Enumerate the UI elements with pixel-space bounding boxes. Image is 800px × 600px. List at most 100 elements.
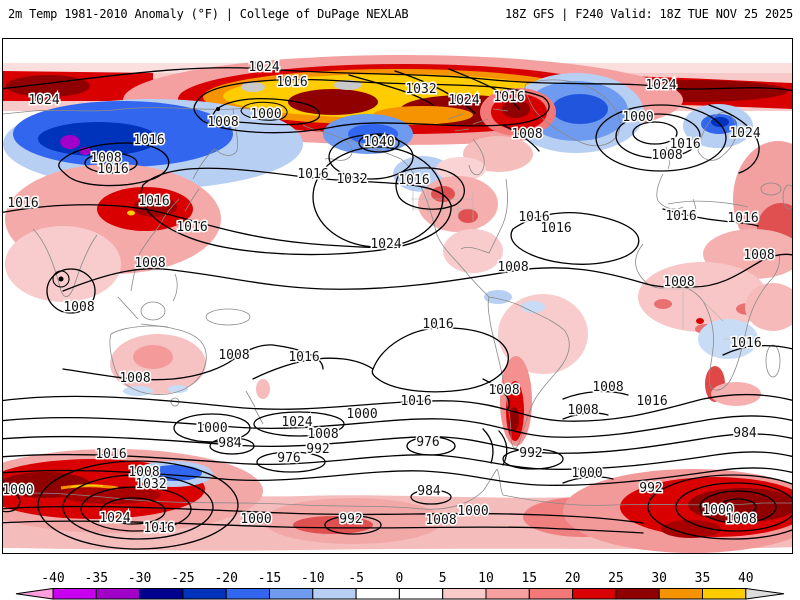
- anomaly-shading-layer: [3, 55, 792, 553]
- coastline-layer: [3, 79, 792, 510]
- contour-label: 1016: [138, 194, 169, 209]
- contour-label: 1016: [398, 173, 429, 188]
- colorbar-tick-label: 10: [478, 571, 494, 586]
- contour-label: 1008: [663, 275, 694, 290]
- colorbar-tick-label: -35: [85, 571, 108, 586]
- contour-label: 992: [519, 446, 542, 461]
- contour-label: 1000: [346, 407, 377, 422]
- colorbar-segment: [615, 588, 660, 600]
- contour-label: 1032: [135, 477, 166, 492]
- pressure-contour-layer: [3, 67, 792, 550]
- contour-label: 1024: [99, 511, 130, 526]
- contour-label: 992: [306, 442, 329, 457]
- contour-label: 1000: [457, 504, 488, 519]
- contour-label: 1024: [645, 78, 676, 93]
- colorbar-segment: [658, 588, 704, 600]
- contour-label: 1016: [288, 350, 319, 365]
- contour-label: 1008: [207, 115, 238, 130]
- contour-label: 1024: [729, 126, 760, 141]
- contour-label: 1016: [7, 196, 38, 211]
- colorbar-tick-label: -15: [258, 571, 281, 586]
- contour-label: 984: [733, 426, 757, 441]
- contour-label: 1008: [488, 383, 519, 398]
- contour-label: 1008: [307, 427, 338, 442]
- contour-label: 1016: [636, 394, 667, 409]
- colorbar-tick-label: -30: [128, 571, 151, 586]
- colorbar-segment: [398, 588, 444, 600]
- map-title: 2m Temp 1981-2010 Anomaly (°F) | College…: [8, 7, 409, 21]
- colorbar-right-arrow: [745, 587, 785, 600]
- contour-label: 1024: [28, 93, 59, 108]
- contour-label: 1008: [725, 512, 756, 527]
- contour-label: 1016: [422, 317, 453, 332]
- colorbar-segment: [182, 588, 227, 600]
- colorbar-tick-label: 30: [651, 571, 667, 586]
- contour-label: 984: [417, 484, 441, 499]
- contour-label: 1016: [493, 90, 524, 105]
- contour-label: 1008: [567, 403, 598, 418]
- colorbar-segment: [572, 588, 617, 600]
- contour-label: 1016: [97, 162, 128, 177]
- colorbar-segment: [312, 588, 357, 600]
- colorbar-tick-label: 5: [439, 571, 447, 586]
- colorbar-segment: [52, 588, 97, 600]
- colorbar-segment: [269, 588, 314, 600]
- header-bar: 2m Temp 1981-2010 Anomaly (°F) | College…: [0, 7, 800, 49]
- contour-label: 992: [339, 512, 362, 527]
- contour-label: 992: [639, 481, 662, 496]
- colorbar-tick-label: -20: [214, 571, 237, 586]
- contour-label: 1024: [248, 60, 279, 75]
- colorbar-tick-label: -10: [301, 571, 324, 586]
- anomaly-colorbar: -40 -35 -30 -25 -20 -15 -10 -5 0 5 10 15 20 25 30 35 40: [15, 571, 785, 600]
- contour-label: 1024: [281, 415, 312, 430]
- contour-label: 1008: [218, 348, 249, 363]
- contour-label: 1016: [540, 221, 571, 236]
- contour-label: 976: [277, 451, 300, 466]
- contour-label: 1016: [727, 211, 758, 226]
- contour-label: 1000: [250, 107, 281, 122]
- colorbar-tick-label: 35: [695, 571, 711, 586]
- colorbar-left-arrow: [15, 587, 54, 600]
- colorbar-tick-label: -25: [171, 571, 194, 586]
- contour-label: 1024: [448, 93, 479, 108]
- colorbar-segment: [95, 588, 141, 600]
- map-frame: 1024 1016 1032 1024 1016 1024 1024 1008 1000 1000…: [2, 38, 793, 554]
- contour-label: 1008: [651, 148, 682, 163]
- contour-label: 976: [416, 435, 439, 450]
- colorbar-segment: [702, 588, 747, 600]
- contour-label: 1032: [336, 172, 367, 187]
- colorbar-tick-label: 25: [608, 571, 624, 586]
- contour-label: 1000: [622, 110, 653, 125]
- contour-label: 1008: [743, 248, 774, 263]
- colorbar-segment: [485, 588, 530, 600]
- contour-label: 1008: [63, 300, 94, 315]
- contour-label: 1000: [702, 503, 733, 518]
- contour-label: 1008: [134, 256, 165, 271]
- colorbar-segment: [528, 588, 574, 600]
- contour-label: 1016: [176, 220, 207, 235]
- contour-label: 1016: [400, 394, 431, 409]
- colorbar-segment: [225, 588, 270, 600]
- colorbar-tick-label: -5: [348, 571, 364, 586]
- contour-label: 1040: [363, 135, 394, 150]
- colorbar-tick-label: 40: [738, 571, 754, 586]
- contour-label: 1008: [511, 127, 542, 142]
- colorbar-segment: [442, 588, 487, 600]
- contour-label: 1008: [90, 151, 121, 166]
- contour-label: 1008: [119, 371, 150, 386]
- model-valid-time: 18Z GFS | F240 Valid: 18Z TUE NOV 25 202…: [504, 7, 793, 21]
- contour-label: 1016: [276, 75, 307, 90]
- contour-label: 1016: [297, 167, 328, 182]
- contour-label: 1008: [425, 513, 456, 528]
- contour-label: 1032: [405, 82, 436, 97]
- contour-label: 1024: [370, 237, 401, 252]
- contour-label: 1016: [133, 133, 164, 148]
- contour-label: 1000: [240, 512, 271, 527]
- contour-label: 1000: [196, 421, 227, 436]
- contour-label: 1016: [518, 210, 549, 225]
- contour-label: 1016: [95, 447, 126, 462]
- contour-label: 1008: [128, 465, 159, 480]
- colorbar-tick-label: -40: [41, 571, 64, 586]
